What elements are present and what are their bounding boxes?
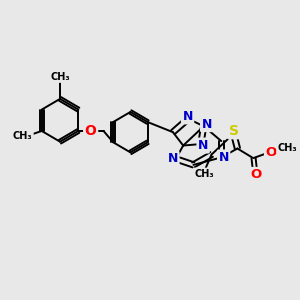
Text: N: N [182, 110, 193, 123]
Text: N: N [168, 152, 178, 165]
Text: CH₃: CH₃ [50, 72, 70, 82]
Text: O: O [266, 146, 277, 159]
Text: O: O [250, 169, 261, 182]
Text: CH₃: CH₃ [278, 142, 297, 153]
Text: CH₃: CH₃ [13, 131, 32, 141]
Text: CH₃: CH₃ [194, 169, 214, 179]
Text: O: O [85, 124, 97, 138]
Text: N: N [198, 139, 208, 152]
Text: N: N [218, 151, 229, 164]
Text: S: S [229, 124, 238, 138]
Text: N: N [202, 118, 212, 130]
